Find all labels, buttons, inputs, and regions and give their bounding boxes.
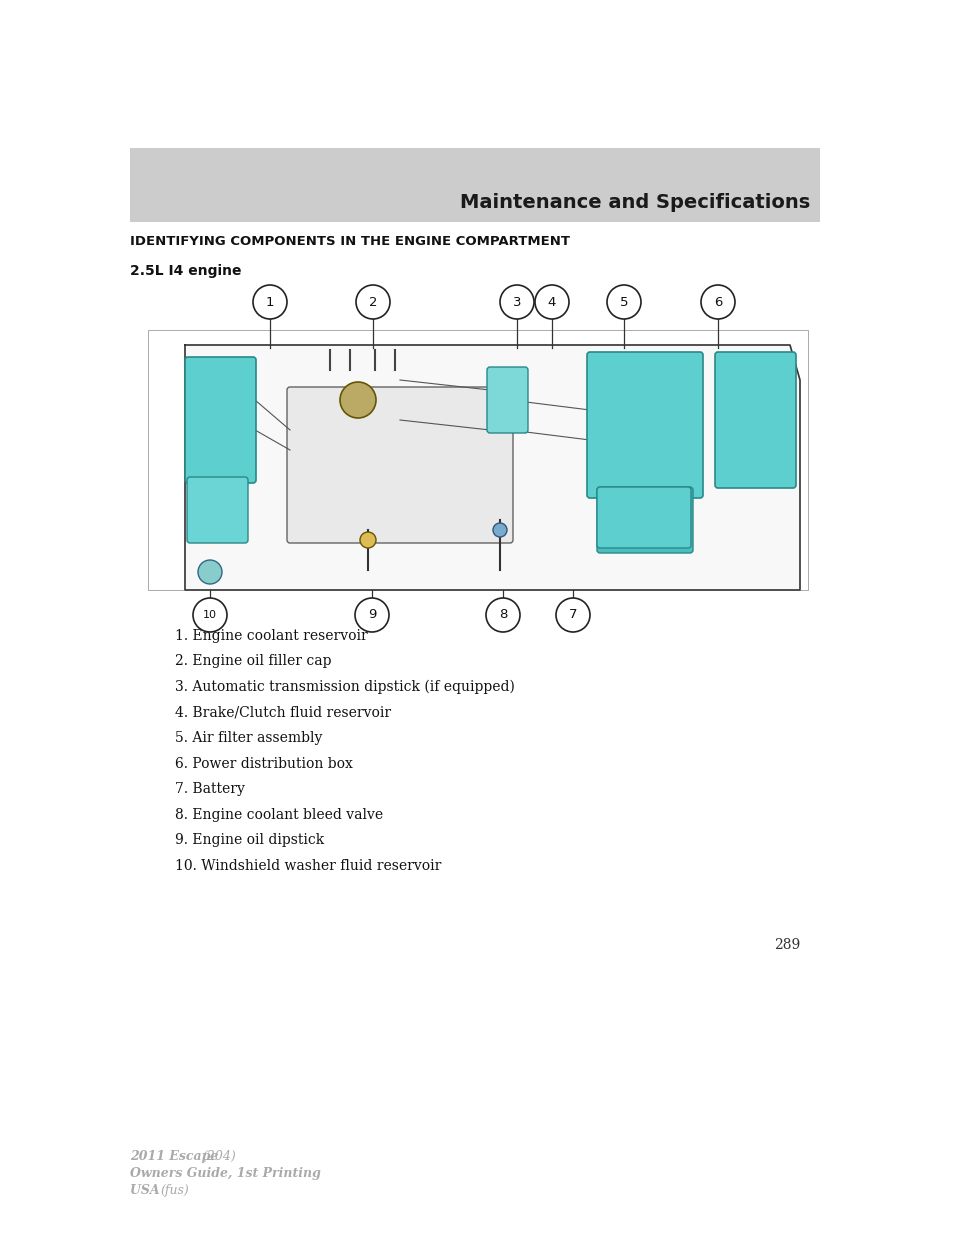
Text: 2.5L I4 engine: 2.5L I4 engine	[130, 264, 241, 278]
Text: 3: 3	[512, 295, 520, 309]
Text: 4. Brake/Clutch fluid reservoir: 4. Brake/Clutch fluid reservoir	[174, 705, 391, 720]
FancyBboxPatch shape	[714, 352, 795, 488]
Text: 9. Engine oil dipstick: 9. Engine oil dipstick	[174, 832, 324, 847]
Circle shape	[339, 382, 375, 417]
FancyBboxPatch shape	[185, 357, 255, 483]
Text: (204): (204)	[202, 1150, 235, 1163]
FancyBboxPatch shape	[586, 352, 702, 498]
Circle shape	[253, 285, 287, 319]
Text: Owners Guide, 1st Printing: Owners Guide, 1st Printing	[130, 1167, 320, 1179]
Text: 6: 6	[713, 295, 721, 309]
Text: 8: 8	[498, 609, 507, 621]
Circle shape	[606, 285, 640, 319]
Circle shape	[355, 598, 389, 632]
Text: 5: 5	[619, 295, 628, 309]
FancyBboxPatch shape	[486, 367, 527, 433]
Text: 4: 4	[547, 295, 556, 309]
Text: 2. Engine oil filler cap: 2. Engine oil filler cap	[174, 655, 331, 668]
FancyBboxPatch shape	[597, 487, 690, 548]
Text: 1: 1	[266, 295, 274, 309]
Text: Maintenance and Specifications: Maintenance and Specifications	[459, 193, 809, 212]
Circle shape	[355, 285, 390, 319]
Circle shape	[499, 285, 534, 319]
Text: 8. Engine coolant bleed valve: 8. Engine coolant bleed valve	[174, 808, 383, 821]
Circle shape	[556, 598, 589, 632]
Bar	[148, 330, 807, 590]
Text: 289: 289	[773, 939, 800, 952]
Circle shape	[359, 532, 375, 548]
Text: 9: 9	[368, 609, 375, 621]
Text: 10. Windshield washer fluid reservoir: 10. Windshield washer fluid reservoir	[174, 858, 441, 872]
Circle shape	[485, 598, 519, 632]
Text: 7. Battery: 7. Battery	[174, 782, 245, 797]
Text: (fus): (fus)	[160, 1184, 189, 1197]
FancyBboxPatch shape	[187, 477, 248, 543]
Text: 2: 2	[369, 295, 376, 309]
Text: USA: USA	[130, 1184, 164, 1197]
Text: 1. Engine coolant reservoir: 1. Engine coolant reservoir	[174, 629, 367, 643]
Text: IDENTIFYING COMPONENTS IN THE ENGINE COMPARTMENT: IDENTIFYING COMPONENTS IN THE ENGINE COM…	[130, 235, 569, 248]
Circle shape	[193, 598, 227, 632]
Text: 6. Power distribution box: 6. Power distribution box	[174, 757, 353, 771]
FancyBboxPatch shape	[597, 487, 692, 553]
Text: 3. Automatic transmission dipstick (if equipped): 3. Automatic transmission dipstick (if e…	[174, 679, 515, 694]
Text: 5. Air filter assembly: 5. Air filter assembly	[174, 731, 322, 745]
Polygon shape	[185, 345, 800, 590]
Text: 10: 10	[203, 610, 216, 620]
Text: 2011 Escape: 2011 Escape	[130, 1150, 222, 1163]
Circle shape	[198, 559, 222, 584]
Circle shape	[700, 285, 734, 319]
Text: 7: 7	[568, 609, 577, 621]
Bar	[130, 148, 820, 222]
Circle shape	[493, 522, 506, 537]
Circle shape	[535, 285, 568, 319]
FancyBboxPatch shape	[287, 387, 513, 543]
